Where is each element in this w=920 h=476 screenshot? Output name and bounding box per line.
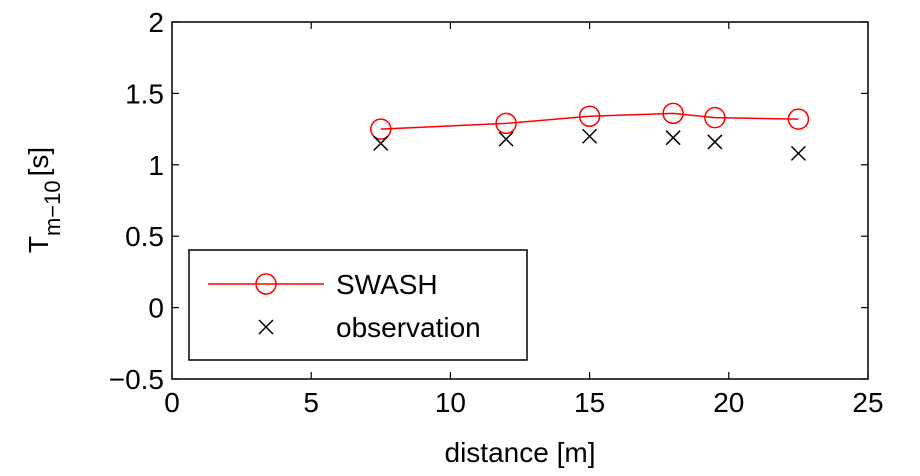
legend-observation-marker — [258, 319, 274, 335]
y-axis-label-subscript: m−10 — [40, 180, 65, 236]
x-tick-label: 10 — [435, 387, 466, 418]
y-tick-label: 0 — [148, 293, 164, 324]
series-observation-point — [498, 131, 514, 147]
series-swash-point — [495, 112, 517, 135]
x-tick-label: 5 — [303, 387, 319, 418]
legend-label-swash: SWASH — [336, 269, 438, 300]
x-tick-label: 0 — [164, 387, 180, 418]
ticks-layer: 0 5 10 15 20 25−0.500.511.52 — [109, 7, 884, 418]
y-tick-label: 0.5 — [125, 221, 164, 252]
series-swash-point — [662, 102, 684, 125]
legend-box — [188, 249, 528, 361]
cross-stroke — [498, 131, 514, 147]
cross-stroke — [707, 134, 723, 150]
x-tick-label: 25 — [852, 387, 883, 418]
cross-stroke — [582, 128, 598, 144]
series-layer — [370, 102, 810, 161]
series-observation-point — [790, 145, 806, 161]
series-swash-point — [787, 108, 810, 130]
cross-stroke — [665, 130, 681, 146]
legend-swash-marker — [255, 273, 277, 295]
y-tick-label: 2 — [148, 7, 164, 38]
x-axis-label: distance [m] — [445, 437, 596, 468]
y-tick-label: −0.5 — [109, 364, 164, 395]
series-swash-line — [380, 112, 799, 130]
y-axis-label-unit: [s] — [23, 147, 54, 177]
series-observation-point — [582, 128, 598, 144]
series-swash-point — [704, 106, 726, 129]
series-swash-point — [370, 118, 392, 140]
cross-stroke — [790, 145, 806, 161]
y-axis-label: Tm−10 [s] — [23, 147, 65, 253]
x-tick-label: 15 — [574, 387, 605, 418]
y-tick-label: 1.5 — [125, 78, 164, 109]
series-observation-point — [665, 130, 681, 146]
y-axis-label-main: T — [23, 236, 54, 253]
legend: SWASH observation — [188, 249, 528, 361]
svg-text:Tm−10[s]: Tm−10 [s] — [23, 147, 65, 253]
series-observation-point — [373, 135, 389, 151]
cross-stroke — [373, 135, 389, 151]
legend-label-observation: observation — [336, 312, 481, 343]
x-tick-label: 20 — [713, 387, 744, 418]
series-observation-point — [707, 134, 723, 150]
series-swash-point — [578, 105, 601, 127]
y-tick-label: 1 — [148, 150, 164, 181]
